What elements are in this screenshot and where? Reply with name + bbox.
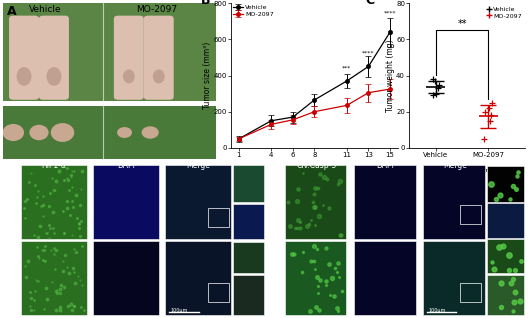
Point [485,106,494,111]
Text: C: C [365,0,374,8]
Bar [165,165,231,239]
Text: ***: *** [342,65,352,70]
Text: ****: **** [384,11,397,16]
Text: 100μm: 100μm [171,308,188,313]
Ellipse shape [117,127,132,138]
Bar [21,165,87,239]
Bar [285,241,346,315]
Bar [93,241,158,315]
Bar [233,275,264,315]
Bar [487,203,524,238]
Text: Merge: Merge [187,161,211,170]
Text: 100μm: 100μm [429,308,446,313]
Ellipse shape [153,69,165,83]
Bar [208,208,229,227]
Bar [233,204,264,238]
Bar [233,242,264,273]
Point [487,113,496,118]
FancyBboxPatch shape [144,16,174,100]
Point [428,93,437,98]
Point [488,100,497,105]
Bar [285,165,346,239]
Bar [487,239,524,273]
Bar [165,241,231,315]
Point [433,86,442,91]
Text: DAPI: DAPI [376,161,394,170]
Legend: Vehicle, MO-2097: Vehicle, MO-2097 [485,6,522,19]
FancyBboxPatch shape [3,106,216,159]
Text: MO-2097: MO-2097 [136,5,177,14]
Bar [460,205,481,224]
Bar [460,283,481,302]
Bar [354,165,416,239]
Bar [21,241,87,315]
Bar [487,275,524,315]
Ellipse shape [16,67,32,86]
Text: B: B [201,0,211,8]
FancyBboxPatch shape [39,16,69,100]
Ellipse shape [51,123,74,142]
Point [480,136,488,142]
Ellipse shape [30,125,49,140]
Point [430,79,439,84]
Text: (n=6): (n=6) [484,168,502,173]
Ellipse shape [142,126,159,139]
Text: ****: **** [362,51,375,56]
Ellipse shape [46,67,61,86]
Point [435,82,444,87]
Point [432,91,441,96]
Bar [423,241,485,315]
Text: MO-2097: MO-2097 [11,263,16,295]
Legend: Vehicle, MO-2097: Vehicle, MO-2097 [232,4,274,17]
Bar [487,166,524,202]
Text: D: D [3,162,12,172]
Text: (n=6): (n=6) [394,168,412,173]
Y-axis label: Tumor weight (mg): Tumor weight (mg) [385,39,394,112]
Ellipse shape [123,69,135,83]
Text: Vehicle: Vehicle [11,189,16,214]
Text: DAPI: DAPI [118,161,136,170]
Point [486,118,494,123]
Bar [208,283,229,302]
Text: Merge: Merge [443,161,467,170]
Bar [423,165,485,239]
Text: Vehicle: Vehicle [29,5,62,14]
Ellipse shape [3,124,24,141]
Text: HIF1-α: HIF1-α [41,161,66,170]
Bar [233,165,264,202]
FancyBboxPatch shape [3,3,216,101]
Point [428,77,437,82]
Bar [93,165,158,239]
Point [480,109,489,114]
FancyBboxPatch shape [114,16,144,100]
FancyBboxPatch shape [9,16,39,100]
Text: E: E [269,162,277,172]
Text: Clv.Casp-3: Clv.Casp-3 [296,161,336,170]
Text: A: A [7,5,16,18]
Text: **: ** [457,18,467,29]
Y-axis label: Tumor size (mm³): Tumor size (mm³) [203,42,212,109]
Bar [354,241,416,315]
